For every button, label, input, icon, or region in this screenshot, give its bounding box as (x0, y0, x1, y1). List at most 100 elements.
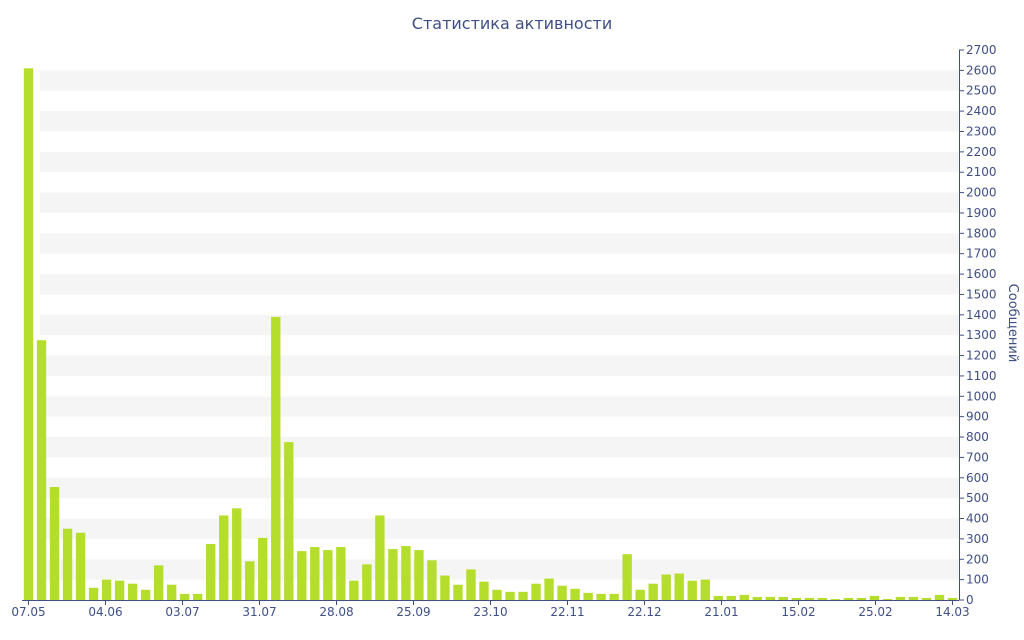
bar (310, 547, 320, 600)
bar (713, 595, 723, 600)
bar (934, 594, 945, 600)
bar (232, 508, 242, 600)
grid-band (40, 437, 959, 458)
x-tick-label: 21.01 (704, 605, 738, 619)
bar (661, 574, 671, 600)
bar (947, 597, 958, 600)
bar (570, 588, 580, 600)
grid-band (40, 477, 959, 499)
bar (869, 595, 880, 600)
y-tick-label: 2400 (966, 104, 997, 118)
bar (635, 589, 645, 600)
bar (466, 569, 476, 600)
bar (362, 564, 372, 600)
x-tick-label: 03.07 (165, 605, 199, 619)
chart-title: Статистика активности (411, 14, 613, 33)
bar (414, 550, 424, 600)
y-tick-label: 400 (966, 512, 989, 526)
bar (479, 581, 489, 600)
y-tick-label: 2700 (966, 43, 997, 57)
bar (778, 596, 788, 600)
bar (882, 598, 893, 600)
bar (245, 561, 255, 600)
x-tick-label: 22.11 (550, 605, 584, 619)
grid-band (40, 559, 959, 580)
y-ticks: 0 100 200 300 400 500 600 700 800 900 1000 1100 1200… (959, 43, 997, 607)
bar (622, 554, 632, 600)
x-tick-label: 28.08 (319, 605, 353, 619)
bar (687, 580, 697, 600)
x-tick-label: 14.03 (935, 605, 969, 619)
bar (674, 573, 684, 600)
bar (258, 537, 268, 600)
y-tick-label: 1700 (966, 247, 997, 261)
bar (843, 597, 854, 600)
bar (349, 580, 359, 600)
bar (804, 597, 815, 600)
bar (531, 583, 541, 600)
grid-band (40, 518, 959, 539)
y-tick-label: 200 (966, 552, 989, 566)
grid-band (40, 192, 959, 213)
x-ticks: 07.05 04.06 03.07 31.07 28.08 25.09 23.10 22.11… (11, 600, 970, 619)
y-tick-label: 1600 (966, 267, 997, 281)
bar (127, 583, 138, 600)
x-tick-label: 25.09 (396, 605, 430, 619)
y-tick-label: 2100 (966, 165, 997, 179)
bar (166, 584, 177, 600)
bar (193, 593, 203, 600)
y-tick-label: 1500 (966, 287, 997, 301)
grid-band (40, 151, 959, 173)
grid-band (40, 396, 959, 417)
grid-band (40, 274, 959, 295)
bar (336, 547, 346, 600)
grid-band (40, 233, 959, 254)
bar (375, 515, 385, 600)
grid-band (40, 314, 959, 336)
bar (284, 442, 294, 600)
bar (726, 595, 736, 600)
y-tick-label: 1200 (966, 349, 997, 363)
y-tick-label: 1100 (966, 369, 997, 383)
y-tick-label: 500 (966, 491, 989, 505)
bars (23, 68, 958, 601)
bar (492, 589, 502, 600)
y-tick-label: 1900 (966, 206, 997, 220)
grid-band (40, 111, 959, 132)
x-tick-label: 22.12 (627, 605, 661, 619)
grid-band (40, 355, 959, 376)
bar (609, 593, 619, 600)
x-tick-label: 07.05 (11, 605, 45, 619)
bar (817, 597, 828, 600)
bar (23, 68, 34, 601)
bar (388, 549, 398, 600)
bar (895, 596, 906, 600)
bar (908, 596, 919, 600)
bar (140, 589, 151, 600)
y-tick-label: 2300 (966, 124, 997, 138)
x-tick-label: 04.06 (88, 605, 122, 619)
bar (114, 580, 125, 600)
y-tick-label: 1300 (966, 328, 997, 342)
bar (88, 587, 99, 600)
y-tick-label: 2500 (966, 84, 997, 98)
bar (36, 340, 47, 600)
bar (830, 598, 841, 600)
y-tick-label: 0 (966, 593, 974, 607)
bar (739, 594, 749, 600)
bar (856, 597, 867, 600)
bar (179, 593, 190, 600)
bar (791, 597, 802, 600)
bar (49, 486, 60, 600)
bar (440, 575, 450, 600)
bar (427, 560, 437, 600)
grid-band (40, 70, 959, 91)
bar (297, 551, 307, 600)
bar (505, 591, 515, 600)
bar (101, 579, 112, 600)
x-tick-label: 25.02 (858, 605, 892, 619)
y-tick-label: 700 (966, 450, 989, 464)
bar (765, 596, 775, 600)
grid-bands (40, 70, 959, 580)
